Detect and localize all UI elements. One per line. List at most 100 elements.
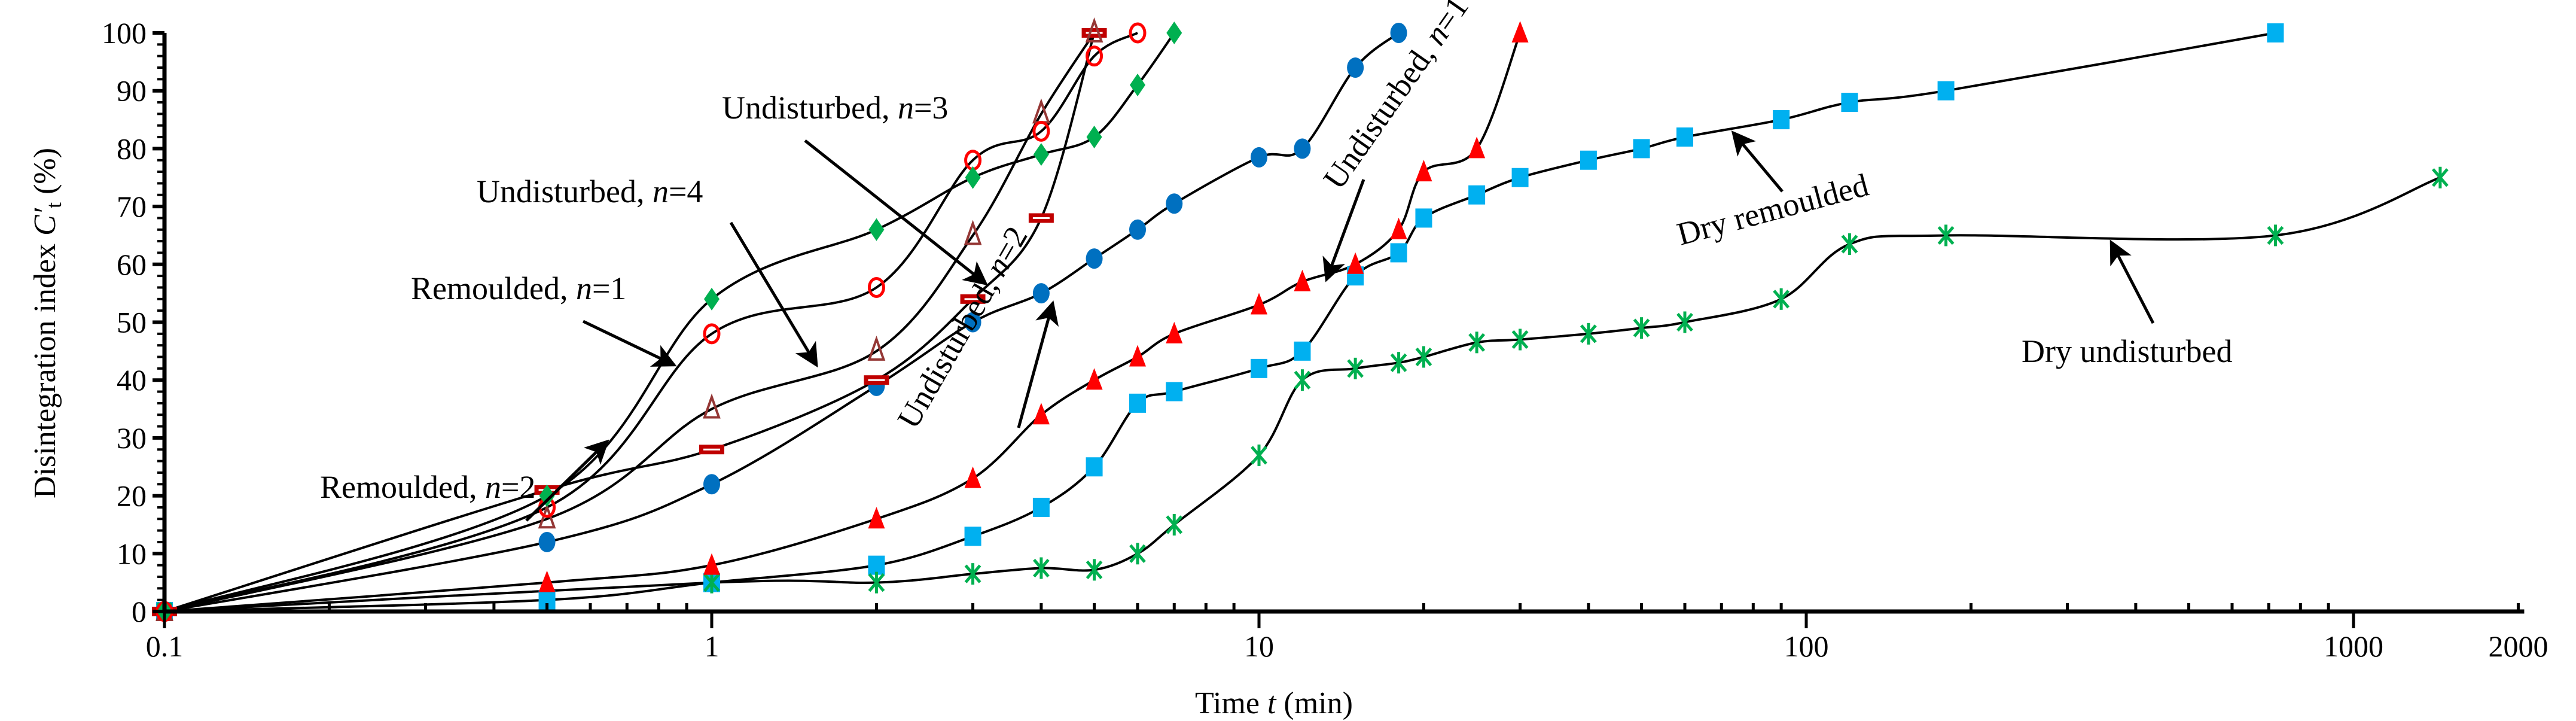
marker-remoulded-n-1 [867,276,885,298]
marker-undisturbed-n-1 [868,507,885,529]
marker-undisturbed-n-1 [964,466,981,488]
annotation-undisturbed-n-4: Undisturbed, n=4 [477,174,703,209]
annotation-var: n [485,469,501,505]
annotation-text: Dry undisturbed [2022,333,2232,369]
marker-dry-remoulded [1086,457,1103,477]
marker-undisturbed-n-1 [1251,293,1267,315]
y-tick-label: 0 [132,595,147,628]
series-curves [164,32,2441,613]
annotation-text: Remoulded, [320,469,485,505]
marker-remoulded-n-2 [539,484,555,507]
series-markers [152,17,2449,623]
curve-undisturbed-n-1 [164,32,1522,613]
annotation-var: n [576,270,592,306]
annotation-remoulded-n-2-arrow [525,439,609,522]
annotation-dry-undisturbed: Dry undisturbed [2022,333,2232,369]
marker-undisturbed-n-2 [964,312,981,333]
x-tick-label: 100 [1784,629,1829,663]
marker-remoulded-n-2 [1130,74,1146,97]
y-tick-label: 90 [117,74,147,108]
marker-dry-remoulded [868,555,885,575]
marker-dry-remoulded [1251,358,1267,378]
marker-undisturbed-n-1 [1415,160,1432,182]
curve-undisturbed-n-4 [164,32,1096,613]
asterisk-stroke [1468,333,1486,352]
marker-remoulded-n-2 [965,166,981,189]
asterisk-stroke [1086,560,1103,580]
asterisk-stroke [1129,544,1146,563]
marker-remoulded-n-1 [1129,22,1147,44]
annotation-undisturbed-n-1-arrow [1322,179,1365,282]
marker-undisturbed-n-1 [1129,345,1147,367]
x-tick-label: 2000 [2488,629,2548,663]
y-tick-label: 70 [117,190,147,223]
marker-dry-undisturbed [1347,357,1364,379]
asterisk-stroke [1415,347,1432,367]
annotation-text: Undisturbed, [477,174,653,209]
y-tick-label: 60 [117,248,147,281]
marker-dry-remoulded [964,527,981,546]
marker-dry-undisturbed [1937,224,1955,247]
annotation-remoulded-n-1: Remoulded, n=1 [411,270,626,306]
marker-dry-undisturbed [1415,346,1432,368]
asterisk-stroke [1937,226,1955,245]
marker-dry-remoulded [1633,139,1650,159]
asterisk-stroke [964,564,981,583]
marker-remoulded-n-2 [868,218,885,241]
marker-dry-undisturbed [1468,331,1486,354]
marker-undisturbed-n-2 [1129,219,1147,240]
annotation-undisturbed-n-3-arrow [804,139,988,286]
marker-dry-remoulded [2267,23,2284,42]
annotation-text: =2 [501,469,535,505]
curve-remoulded-n-1 [164,32,1138,613]
marker-dry-undisturbed [1841,233,1858,255]
marker-dry-undisturbed [1633,317,1650,339]
marker-undisturbed-n-1 [1347,252,1364,274]
marker-undisturbed-n-4 [703,393,721,419]
asterisk-stroke [1773,290,1790,309]
curve-undisturbed-n-2 [164,32,1400,613]
marker-dry-undisturbed [1251,444,1267,466]
marker-dry-remoulded [1294,341,1311,361]
marker-undisturbed-n-2 [1032,283,1050,304]
asterisk-stroke [1166,515,1183,534]
y-axis-label: Disintegration index C′t (%) [28,148,66,498]
marker-dry-undisturbed [1676,311,1693,333]
marker-dry-remoulded [1468,185,1486,205]
marker-undisturbed-n-1 [1086,368,1103,390]
x-tick-label: 10 [1244,629,1274,663]
annotation-remoulded-n-2: Remoulded, n=2 [320,469,535,505]
asterisk-stroke [1390,353,1407,372]
asterisk-stroke [1032,558,1050,578]
marker-undisturbed-n-1 [1294,269,1311,291]
marker-undisturbed-n-4 [964,220,982,245]
marker-undisturbed-n-2 [1086,248,1103,269]
annotation-remoulded-n-1-arrow [582,320,677,367]
asterisk-stroke [2432,168,2449,187]
marker-remoulded-n-2 [1033,143,1049,166]
marker-dry-remoulded [1676,127,1694,147]
marker-undisturbed-n-2 [1390,23,1407,43]
annotation-undisturbed-n-2-arrow [1017,300,1059,428]
x-tick-label: 1 [705,629,720,663]
curve-dry-undisturbed [164,176,2441,613]
marker-dry-remoulded [1937,81,1955,101]
marker-dry-remoulded [1166,382,1183,401]
marker-remoulded-n-1 [1086,45,1103,67]
marker-dry-undisturbed [703,571,720,594]
marker-dry-remoulded [1129,393,1147,413]
y-axis-label-var: C′ [28,207,62,236]
x-axis-label-part: t [1267,686,1277,720]
marker-undisturbed-n-4 [538,503,556,529]
marker-dry-remoulded [1032,497,1050,517]
annotation-var: n [653,174,669,209]
axes: 0.1 1 10 100 1000 2000 0 10 20 30 40 50 60 70 80 90 100 [102,16,2548,663]
asterisk-stroke [703,573,720,592]
marker-undisturbed-n-4 [1085,17,1103,42]
asterisk-stroke [1511,330,1529,349]
marker-undisturbed-n-2 [1166,193,1183,214]
annotation-undisturbed-n-3: Undisturbed, n=3 [722,90,948,126]
marker-undisturbed-n-1 [1468,136,1486,159]
marker-dry-remoulded [1511,168,1529,187]
